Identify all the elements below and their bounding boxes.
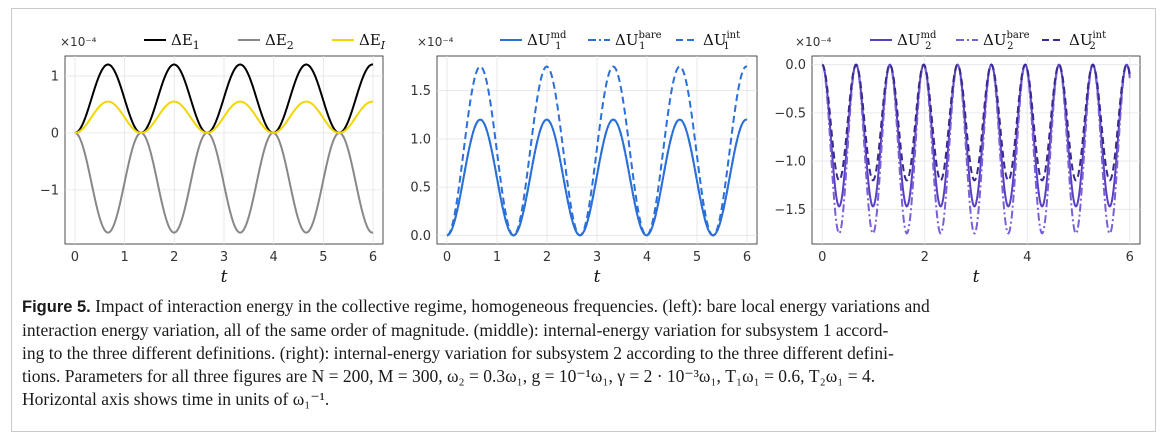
x-tick-label: 3	[220, 250, 228, 265]
caption-line-2: interaction energy variation, all of the…	[22, 320, 889, 340]
legend-label: ΔUint 1	[703, 30, 740, 52]
x-tick-label: 4	[643, 250, 651, 265]
caption-line-4: tions. Parameters for all three figures …	[22, 366, 876, 386]
legend: ΔE1 ΔE2 ΔEI	[144, 31, 386, 52]
caption-label: Figure 5.	[22, 298, 91, 316]
y-tick-label: −1.0	[774, 155, 806, 170]
y-tick-label: −1	[40, 183, 59, 198]
x-axis-label: t	[221, 267, 228, 287]
y-multiplier: ×10⁻⁴	[795, 35, 832, 49]
x-tick-label: 1	[120, 250, 128, 265]
x-tick-label: 4	[1023, 250, 1031, 265]
x-tick-label: 0	[71, 250, 79, 265]
legend-label: ΔUbare 2	[983, 30, 1030, 52]
x-axis-label: t	[594, 267, 601, 287]
legend: ΔUmd 2 ΔUbare 2 ΔUint 2	[870, 30, 1106, 52]
x-tick-label: 2	[170, 250, 178, 265]
series-line-2	[74, 100, 374, 134]
series-line-0	[74, 63, 374, 134]
legend-label: ΔE2	[265, 31, 294, 52]
y-tick-label: 0	[51, 126, 59, 141]
series-line-1	[74, 131, 374, 234]
y-tick-label: 0.0	[785, 58, 806, 73]
legend-label: ΔE1	[171, 31, 200, 52]
y-multiplier: ×10⁻⁴	[417, 35, 454, 49]
caption-line-3: ing to the three different definitions. …	[22, 343, 894, 363]
chart-panel-right: 0 2 4 6 0.0 −0.5 −1.0 −1.5 ×10⁻⁴ t ΔUmd 2 ΔUbare 2 ΔUi…	[774, 30, 1141, 287]
caption-line-5: Horizontal axis shows time in units of ω…	[22, 389, 330, 409]
x-tick-label: 0	[818, 250, 826, 265]
x-tick-label: 6	[369, 250, 377, 265]
x-tick-label: 4	[270, 250, 278, 265]
x-tick-label: 5	[693, 250, 701, 265]
x-tick-label: 2	[921, 250, 929, 265]
y-tick-label: 0.5	[410, 181, 431, 196]
y-tick-label: 1.0	[410, 132, 431, 147]
x-axis-label: t	[973, 267, 980, 287]
series-line-2	[446, 65, 748, 237]
caption-line-1: Impact of interaction energy in the coll…	[95, 296, 930, 316]
x-tick-label: 3	[593, 250, 601, 265]
y-tick-label: 0.0	[410, 229, 431, 244]
chart-panel-middle: 0 1 2 3 4 5 6 0.0 0.5 1.0 1.5 ×10⁻⁴ t ΔUmd 1 ΔUbare 1 ΔUi…	[410, 30, 758, 287]
figure-panels: 0 1 2 3 4 5 6 −1 0 1 ×10⁻⁴ t ΔE1 ΔE2 ΔEI 0 1 2 3 4 5 6 0.0 0.5 1…	[40, 30, 1141, 287]
x-tick-label: 0	[443, 250, 451, 265]
y-tick-label: −1.5	[774, 203, 806, 218]
series-line-2	[821, 63, 1131, 182]
legend-label: ΔUint 2	[1069, 30, 1106, 52]
y-tick-label: −0.5	[774, 106, 806, 121]
x-tick-label: 1	[493, 250, 501, 265]
chart-panel-left: 0 1 2 3 4 5 6 −1 0 1 ×10⁻⁴ t ΔE1 ΔE2 ΔEI	[40, 31, 386, 287]
x-tick-label: 2	[543, 250, 551, 265]
figure-caption: Figure 5. Impact of interaction energy i…	[22, 295, 1140, 411]
x-tick-label: 5	[319, 250, 327, 265]
series-line-1	[446, 118, 748, 237]
y-multiplier: ×10⁻⁴	[60, 35, 97, 49]
legend-label: ΔUbare 1	[615, 30, 662, 52]
y-tick-label: 1.5	[410, 84, 431, 99]
x-tick-label: 6	[1126, 250, 1134, 265]
x-tick-label: 6	[743, 250, 751, 265]
legend-label: ΔUmd 2	[897, 30, 937, 52]
series-line-0	[821, 63, 1131, 208]
legend-label: ΔEI	[359, 31, 386, 52]
y-tick-label: 1	[51, 69, 59, 84]
legend: ΔUmd 1 ΔUbare 1 ΔUint 1	[500, 30, 740, 52]
series-line-1	[821, 63, 1131, 235]
legend-label: ΔUmd 1	[527, 30, 567, 52]
